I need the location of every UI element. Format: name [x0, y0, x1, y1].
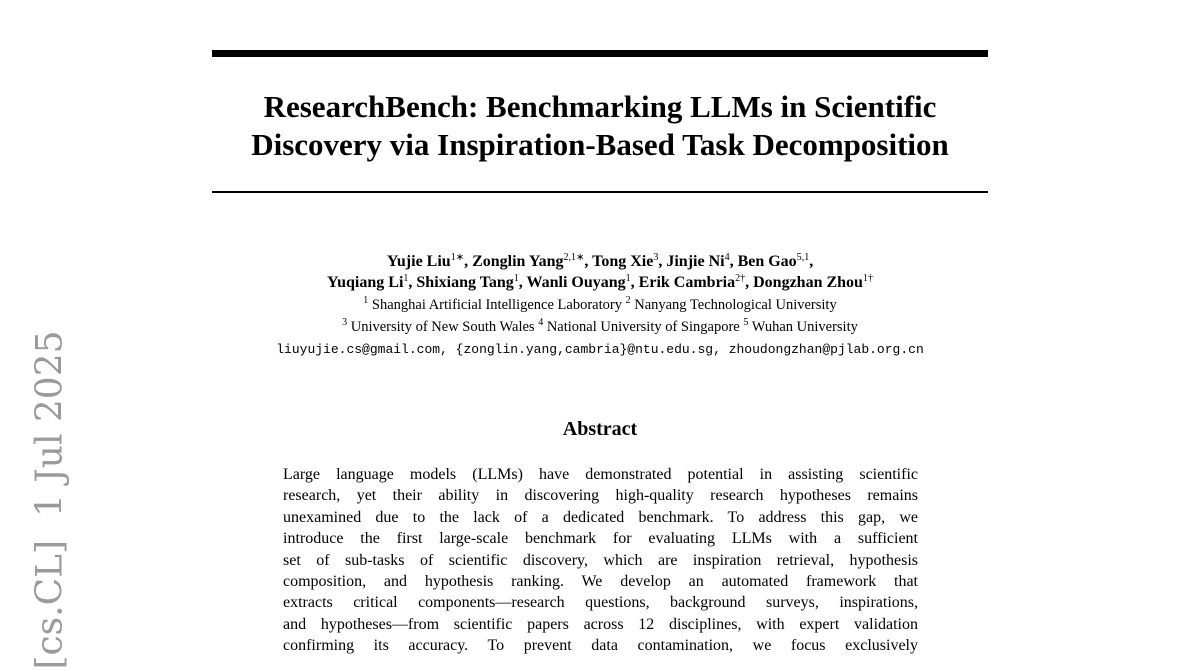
author-name: Jinjie Ni — [666, 253, 725, 270]
author-mark: 2† — [735, 273, 746, 284]
abstract-body: Large language models (LLMs) have demons… — [283, 464, 918, 657]
author-name: Ben Gao — [737, 253, 797, 270]
affiliation-name: National University of Singapore — [546, 319, 740, 335]
affiliation-number: 1 — [363, 295, 369, 306]
title-line: Discovery via Inspiration-Based Task Dec… — [251, 127, 949, 162]
author-mark: 1 — [403, 273, 409, 284]
title-line: ResearchBench: Benchmarking LLMs in Scie… — [263, 89, 937, 124]
author-sep: , — [745, 274, 750, 291]
affiliations: 1 Shanghai Artificial Intelligence Labor… — [150, 294, 1050, 338]
author-name: Shixiang Tang — [416, 274, 514, 291]
affiliation-name: University of New South Wales — [350, 319, 535, 335]
emails: liuyujie.cs@gmail.com, {zonglin.yang,cam… — [276, 342, 924, 357]
abstract-line: extracts critical components—research qu… — [283, 594, 918, 612]
abstract-line: confirming its accuracy. To prevent data… — [283, 637, 918, 655]
author-name: Erik Cambria — [638, 274, 736, 291]
page: {"header": { "title_lines": ["ResearchBe… — [29, 50, 1050, 670]
author-mark: 1 — [513, 273, 519, 284]
author-mark: 1 — [625, 273, 631, 284]
author-sep: , — [518, 274, 523, 291]
author-sep: , — [584, 253, 589, 270]
author-sep: , — [729, 253, 734, 270]
author-name: Dongzhan Zhou — [753, 274, 863, 291]
title-rule — [212, 191, 988, 193]
top-rule — [212, 50, 988, 57]
abstract-line: and hypotheses—from scientific papers ac… — [283, 615, 918, 633]
author-mark: 1† — [862, 273, 873, 284]
author-sep: , — [658, 253, 663, 270]
abstract-heading: Abstract — [562, 418, 638, 440]
abstract-line: introduce the first large-scale benchmar… — [283, 530, 918, 548]
abstract-line: research, yet their ability in discoveri… — [283, 487, 918, 505]
affiliation-name: Shanghai Artificial Intelligence Laborat… — [371, 297, 622, 313]
author-name: Yuqiang Li — [327, 274, 404, 291]
affiliation-number: 3 — [342, 317, 348, 328]
author-name: Tong Xie — [592, 253, 654, 270]
authors: Yujie Liu1∗, Zonglin Yang2,1∗, Tong Xie3… — [150, 251, 1050, 293]
affiliation-name: Nanyang Technological University — [634, 297, 837, 313]
affiliation-number: 2 — [625, 295, 631, 306]
affiliation-line: 1 Shanghai Artificial Intelligence Labor… — [150, 294, 1050, 316]
author-name: Wanli Ouyang — [526, 274, 626, 291]
abstract-line: Large language models (LLMs) have demons… — [283, 466, 918, 483]
author-name: Yujie Liu — [386, 253, 451, 270]
author-sep: , — [809, 253, 814, 270]
author-mark: 5,1 — [796, 252, 810, 263]
author-name: Zonglin Yang — [472, 253, 564, 270]
author-line: Yuqiang Li1, Shixiang Tang1, Wanli Ouyan… — [150, 272, 1050, 293]
author-mark: 1∗ — [450, 252, 465, 263]
abstract-line: set of sub-tasks of scientific discovery… — [283, 551, 918, 569]
arxiv-watermark: [cs.CL] 1 Jul 2025 — [29, 330, 71, 670]
author-sep: , — [464, 253, 469, 270]
author-sep: , — [630, 274, 635, 291]
author-line: Yujie Liu1∗, Zonglin Yang2,1∗, Tong Xie3… — [150, 251, 1050, 272]
affiliation-name: Wuhan University — [751, 319, 858, 335]
author-mark: 4 — [724, 252, 730, 263]
affiliation-number: 4 — [538, 317, 544, 328]
abstract-line: composition, and hypothesis ranking. We … — [283, 572, 918, 590]
affiliation-number: 5 — [743, 317, 749, 328]
affiliation-line: 3 University of New South Wales 4 Nation… — [150, 316, 1050, 338]
author-mark: 3 — [653, 252, 659, 263]
abstract-line: unexamined due to the lack of a dedicate… — [283, 508, 918, 526]
author-mark: 2,1∗ — [563, 252, 585, 263]
author-sep: , — [408, 274, 413, 291]
